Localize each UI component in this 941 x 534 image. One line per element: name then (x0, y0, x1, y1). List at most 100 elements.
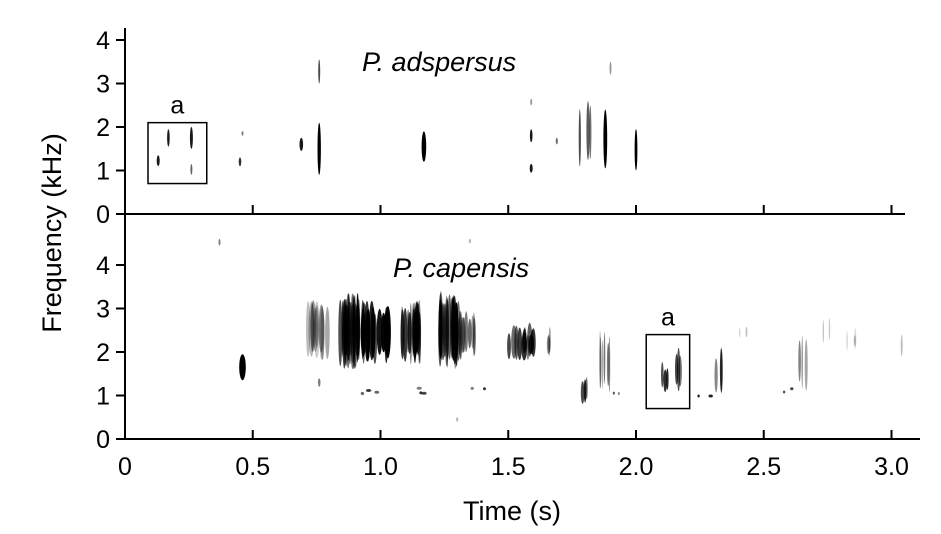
spectrogram-mark (360, 392, 365, 395)
spectrogram-mark (526, 334, 530, 360)
spectrogram-mark (546, 336, 550, 355)
spectrogram-mark (854, 328, 857, 350)
x-tick-label: 2.5 (746, 453, 781, 481)
spectrogram-mark (555, 137, 558, 145)
spectrogram-mark (313, 301, 320, 359)
spectrogram-mark (459, 311, 463, 360)
spectrogram-mark (663, 369, 667, 393)
spectrogram-mark (530, 98, 533, 106)
axes (124, 28, 920, 440)
spectrogram-mark (348, 301, 352, 365)
x-tick-label: 3.0 (874, 453, 909, 481)
spectrogram-mark (364, 300, 370, 362)
spectrogram-mark (344, 298, 348, 367)
spectrogram-mark (447, 294, 452, 360)
species-label-top: P. adspersus (362, 47, 516, 77)
spectrogram-mark (374, 390, 380, 394)
spectrogram-mark (319, 305, 325, 360)
spectrogram-mark (529, 163, 533, 173)
spectrogram-mark (310, 300, 317, 352)
y-tick-label: 2 (96, 114, 110, 142)
spectrogram-mark (238, 157, 242, 167)
spectrogram-mark (483, 387, 486, 391)
spectrogram-mark (472, 312, 476, 357)
species-label-bottom: P. capensis (393, 253, 529, 283)
spectrogram-mark (317, 378, 321, 387)
spectrogram-mark (603, 332, 606, 384)
tick-labels: 0 0.5 1.0 1.5 2.0 2.5 3.0 0 1 2 3 4 0 1 2 3 4 (96, 27, 909, 481)
spectrogram-mark (708, 394, 713, 398)
spectrogram-mark (438, 299, 443, 358)
spectrogram-mark (828, 318, 831, 340)
spectrogram-mark (517, 327, 523, 360)
spectrogram-mark (661, 362, 664, 388)
spectrogram-mark (853, 335, 856, 347)
spectrogram-mark (338, 299, 343, 367)
y-tick-label: 0 (96, 201, 110, 229)
highlight-box (645, 333, 691, 410)
spectrogram-mark (531, 328, 536, 357)
spectrogram-mark (609, 61, 612, 75)
spectrogram-mark (606, 342, 610, 387)
spectrogram-mark (745, 326, 748, 338)
x-tick-label: 2.0 (619, 453, 654, 481)
spectrogram-mark (470, 386, 474, 390)
spectrogram-mark (507, 333, 511, 360)
spectrogram-mark (548, 337, 551, 357)
spectrogram-mark (318, 304, 325, 353)
spectrogram-mark (317, 122, 321, 175)
spectrogram-mark (365, 389, 372, 392)
spectrogram-mark (311, 300, 316, 349)
y-tick-label: 0 (96, 426, 110, 454)
spectrogram-mark (697, 394, 700, 398)
tick-marks (116, 39, 893, 440)
y-tick-label: 2 (96, 339, 110, 367)
spectrogram-mark (589, 105, 592, 160)
spectrogram-mark (822, 320, 824, 343)
spectrogram-mark (320, 307, 325, 360)
spectrogram-mark (547, 334, 551, 355)
spectrogram-mark (361, 299, 365, 360)
y-tick-label: 3 (96, 71, 110, 99)
spectrogram-mark (603, 109, 608, 169)
x-axis-title: Time (s) (463, 496, 561, 526)
spectrogram-mark (241, 131, 244, 136)
y-tick-label: 1 (96, 383, 110, 411)
spectrogram-mark (470, 315, 475, 349)
spectrogram-mark (617, 392, 620, 395)
spectrogram-mark (782, 390, 786, 394)
spectrogram-mark (454, 302, 459, 367)
y-tick-label: 4 (96, 27, 110, 55)
spectrogram-mark (310, 302, 315, 353)
spectrogram-mark (306, 301, 311, 357)
x-tick-label: 0.5 (235, 453, 270, 481)
spectrogram-mark (341, 300, 344, 357)
spectrogram-mark (352, 295, 356, 360)
highlight-box (147, 121, 208, 185)
spectrogram-mark (409, 302, 412, 365)
x-tick-label: 1.5 (491, 453, 526, 481)
spectrogram-mark (400, 306, 404, 358)
spectrogram-mark (325, 306, 330, 359)
y-tick-label: 1 (96, 158, 110, 186)
y-tick-label: 3 (96, 296, 110, 324)
highlight-box-label: a (170, 92, 184, 120)
spectrogram-mark (384, 306, 391, 359)
spectrogram-mark (714, 358, 718, 393)
x-tick-label: 1.0 (363, 453, 398, 481)
spectrogram-mark (418, 312, 422, 352)
spectrogram-mark (467, 318, 472, 349)
x-tick-label: 0 (118, 453, 132, 481)
spectrogram-mark (790, 387, 794, 391)
spectrogram-mark (189, 126, 193, 149)
spectrogram-mark (308, 301, 315, 357)
spectrogram-mark (798, 340, 801, 382)
highlight-boxes: aa (147, 92, 691, 410)
spectrogram-mark (318, 59, 321, 84)
spectrogram-mark (376, 308, 383, 355)
spectrogram-mark (458, 310, 462, 360)
spectrogram-mark (156, 155, 160, 167)
spectrogram-mark (313, 307, 318, 352)
spectrogram-marks (156, 59, 903, 422)
